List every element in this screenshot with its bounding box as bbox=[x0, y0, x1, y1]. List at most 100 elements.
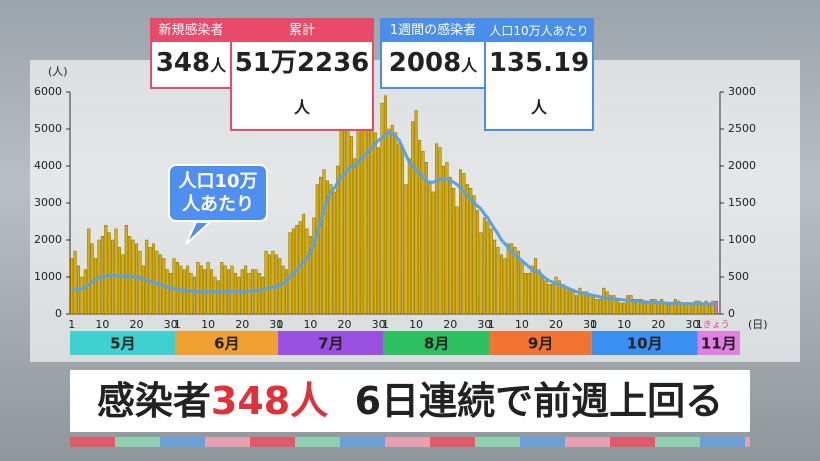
bar bbox=[694, 300, 698, 315]
stat-label: 1週間の感染者 bbox=[382, 20, 484, 42]
bar bbox=[544, 280, 548, 315]
x-tick-label: 20 bbox=[651, 318, 665, 331]
bar bbox=[585, 291, 589, 315]
bar bbox=[206, 262, 210, 315]
bar bbox=[639, 299, 643, 315]
bar bbox=[281, 265, 285, 315]
bar bbox=[418, 139, 422, 315]
y2-tick-label: 2000 bbox=[728, 159, 756, 172]
bar bbox=[673, 299, 677, 315]
bar bbox=[479, 232, 483, 315]
month-label: 10月 bbox=[627, 335, 663, 353]
x-tick-label: 1 bbox=[382, 318, 389, 331]
x-tick-label: 1 bbox=[696, 318, 703, 331]
bar bbox=[663, 302, 667, 315]
stat-value: 51万2236 bbox=[234, 48, 370, 78]
bar bbox=[114, 228, 118, 315]
bar bbox=[677, 300, 681, 315]
bar bbox=[380, 102, 384, 315]
stat-value: 348 bbox=[155, 48, 211, 78]
x-tick-label: 30 bbox=[685, 318, 699, 331]
x-tick-label: 10 bbox=[303, 318, 317, 331]
bar bbox=[332, 191, 336, 315]
bar bbox=[476, 210, 480, 315]
bar bbox=[274, 254, 278, 315]
y-tick-label: 5000 bbox=[34, 122, 62, 135]
bar bbox=[493, 239, 497, 315]
y2-tick-label: 3000 bbox=[728, 85, 756, 98]
bar bbox=[117, 247, 121, 315]
bar bbox=[704, 300, 708, 315]
month-band bbox=[383, 331, 490, 355]
bar bbox=[377, 147, 381, 315]
bar bbox=[244, 265, 248, 315]
y-tick-label: 2000 bbox=[34, 233, 62, 246]
bar bbox=[373, 132, 377, 315]
bar bbox=[237, 276, 241, 315]
bar bbox=[189, 273, 193, 315]
bar bbox=[714, 300, 718, 315]
x-tick-label: きょう bbox=[703, 320, 730, 331]
bar bbox=[411, 121, 415, 315]
bar bbox=[530, 265, 534, 315]
bar bbox=[462, 173, 466, 315]
bar bbox=[87, 228, 91, 315]
stat-unit: 人 bbox=[210, 56, 227, 75]
stat-label: 新規感染者 bbox=[152, 20, 230, 42]
bar bbox=[622, 302, 626, 315]
stat-box: 累計 51万2236 人 bbox=[230, 18, 374, 131]
x-tick-label: 30 bbox=[269, 318, 283, 331]
bar bbox=[312, 217, 316, 315]
bar bbox=[667, 304, 671, 315]
month-band bbox=[175, 331, 279, 355]
bar bbox=[496, 247, 500, 315]
stat-label: 累計 bbox=[232, 20, 372, 42]
bar bbox=[356, 121, 360, 315]
bar bbox=[121, 254, 125, 315]
x-tick-label: 20 bbox=[235, 318, 249, 331]
y-tick-label: 4000 bbox=[34, 159, 62, 172]
bar bbox=[247, 273, 251, 315]
bar bbox=[516, 250, 520, 315]
bar bbox=[346, 117, 350, 315]
month-label: 6月 bbox=[214, 335, 239, 353]
x-tick-label: 10 bbox=[617, 318, 631, 331]
bar bbox=[100, 236, 104, 315]
x-tick-label: 30 bbox=[477, 318, 491, 331]
x-tick-label: 10 bbox=[95, 318, 109, 331]
month-label: 7月 bbox=[318, 335, 343, 353]
bar bbox=[448, 176, 452, 315]
bar bbox=[397, 143, 401, 315]
x-tick-label: 1 bbox=[68, 318, 75, 331]
line-series bbox=[71, 131, 717, 306]
bar bbox=[366, 106, 370, 315]
bar bbox=[387, 128, 391, 315]
month-label: 11月 bbox=[701, 335, 737, 353]
y-tick-label: 0 bbox=[55, 307, 62, 320]
bar bbox=[571, 291, 575, 315]
x-tick-label: 20 bbox=[130, 318, 144, 331]
x-tick-label: 1 bbox=[174, 318, 181, 331]
bar bbox=[489, 228, 493, 315]
bar bbox=[264, 250, 268, 315]
bar bbox=[124, 224, 128, 315]
x-tick-label: 20 bbox=[549, 318, 563, 331]
bar bbox=[472, 195, 476, 315]
bar bbox=[564, 287, 568, 315]
bar bbox=[486, 221, 490, 315]
stat-box: 1週間の感染者 2008人 bbox=[380, 18, 486, 89]
bar bbox=[336, 165, 340, 315]
bar bbox=[619, 302, 623, 315]
bar bbox=[557, 280, 561, 315]
bar bbox=[551, 284, 555, 315]
bar bbox=[660, 299, 664, 315]
stat-label: 人口10万人あたり bbox=[486, 20, 592, 42]
headline-highlight: 348人 bbox=[210, 379, 329, 423]
headline-text: 感染者 bbox=[96, 379, 211, 423]
x-tick-label: 30 bbox=[164, 318, 178, 331]
x-axis-label: (日) bbox=[748, 318, 768, 331]
bar bbox=[315, 184, 319, 315]
bar bbox=[172, 258, 176, 315]
